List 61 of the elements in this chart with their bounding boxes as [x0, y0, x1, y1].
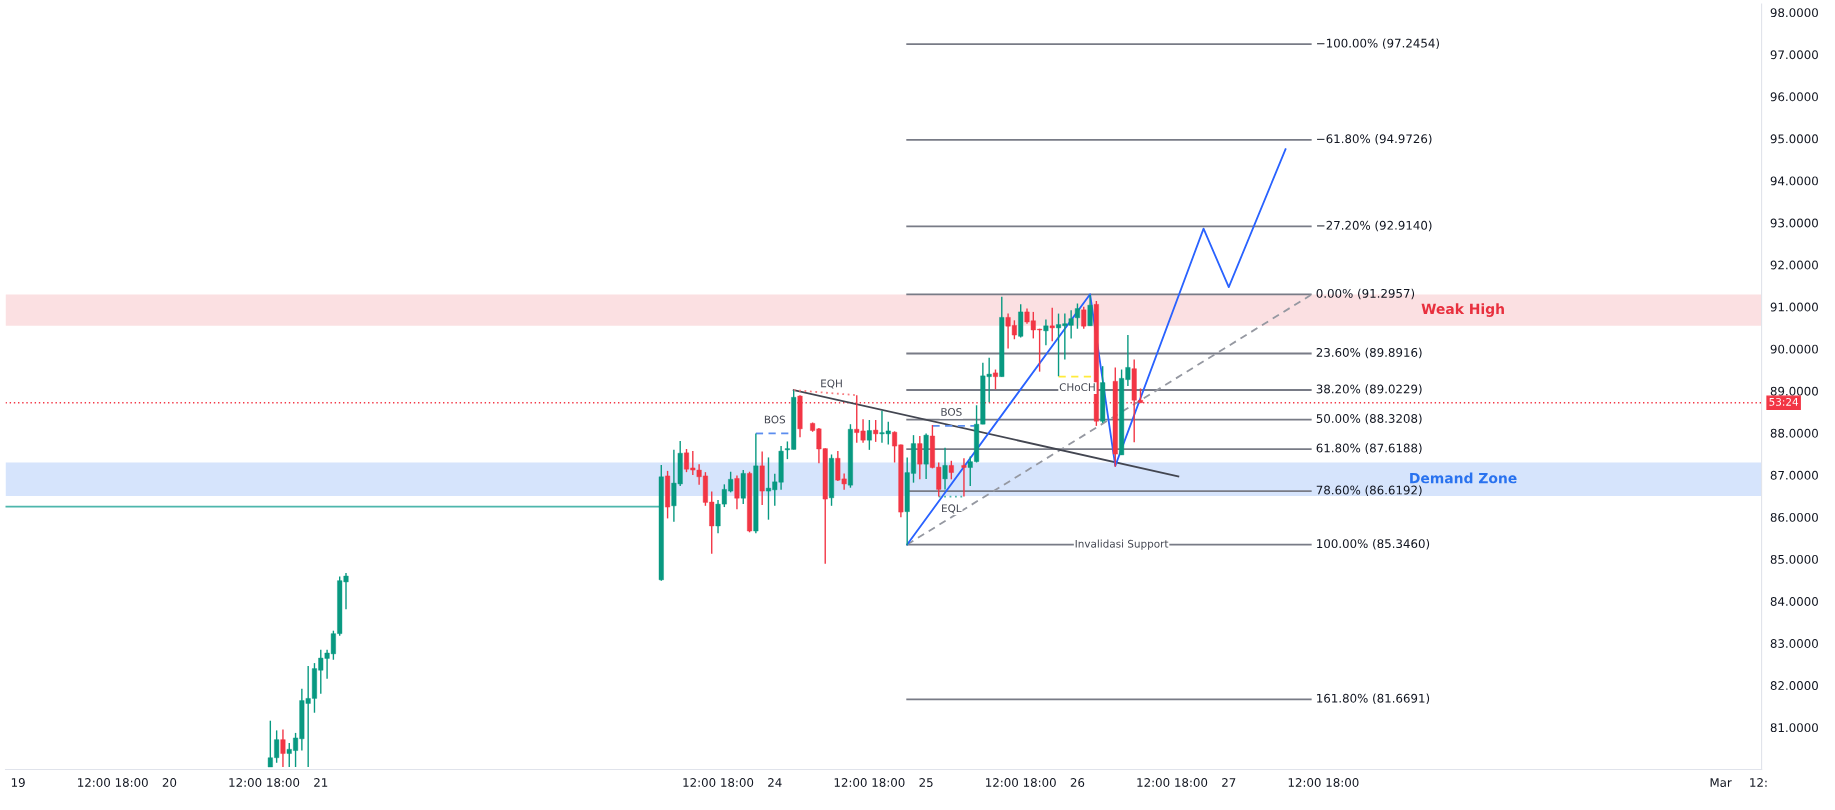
y-tick-label: 90.0000	[1770, 344, 1818, 354]
y-tick-label: 88.0000	[1770, 428, 1818, 438]
x-tick-label: 18:00	[1175, 778, 1208, 787]
x-tick-label: 20	[162, 778, 177, 787]
x-tick-label: 12:00	[834, 778, 867, 787]
y-tick-label: 81.0000	[1770, 723, 1818, 733]
series-label: −61.80% (94.9726)	[1317, 134, 1432, 145]
x-tick-label: 12:	[1750, 778, 1767, 787]
y-tick-label: 83.0000	[1770, 639, 1818, 648]
band-label: Weak High	[1421, 303, 1504, 317]
x-tick-label: 12:00	[229, 778, 262, 787]
x-tick-label: 24	[768, 778, 782, 787]
y-tick-label: 86.0000	[1770, 512, 1818, 522]
y-tick-label: 82.0000	[1770, 681, 1818, 691]
annotation: EQL	[942, 504, 962, 514]
series-label: 50.00% (88.3208)	[1316, 413, 1422, 425]
x-tick-label: 26	[1070, 778, 1085, 787]
x-tick-label: Mar	[1710, 778, 1732, 787]
text: 53:24	[1769, 397, 1799, 406]
x-tick-label: 21	[314, 778, 328, 787]
x-tick-label: 12:00	[78, 778, 111, 787]
x-tick-label: 18:00	[1326, 778, 1359, 787]
x-tick-label: 12:00	[986, 778, 1019, 787]
x-tick-label: 19	[11, 778, 25, 787]
annotation: Invalidasi Support	[1075, 539, 1169, 550]
y-tick-label: 94.0000	[1770, 176, 1818, 186]
y-tick-label: 84.0000	[1770, 596, 1818, 606]
series-label: 100.00% (85.3460)	[1317, 538, 1430, 550]
series-label: −100.00% (97.2454)	[1317, 38, 1439, 50]
x-tick-label: 25	[919, 778, 933, 787]
series-label: 23.60% (89.8916)	[1316, 347, 1422, 359]
x-tick-label: 18:00	[115, 778, 148, 787]
series-label: 38.20% (89.0229)	[1316, 384, 1422, 395]
annotation: BOS	[764, 415, 786, 424]
x-tick-label: 18:00	[721, 778, 754, 787]
y-tick-label: 91.0000	[1770, 302, 1818, 312]
x-tick-label: 18:00	[872, 778, 905, 787]
x-tick-label: 12:00	[1137, 778, 1170, 787]
series-label: 0.00% (91.2957)	[1316, 288, 1415, 300]
y-tick-label: 89.0000	[1770, 386, 1818, 396]
y-tick-label: 96.0000	[1770, 92, 1818, 102]
series-label: 161.80% (81.6691)	[1317, 693, 1430, 705]
y-tick-label: 87.0000	[1770, 470, 1818, 480]
series-label: 78.60% (86.6192)	[1316, 485, 1422, 496]
y-tick-label: 97.0000	[1770, 50, 1818, 60]
y-tick-label: 98.0000	[1770, 8, 1818, 18]
annotation: CHoCH	[1059, 383, 1095, 392]
series-label: −27.20% (92.9140)	[1317, 220, 1432, 232]
x-tick-label: 12:00	[683, 778, 716, 787]
x-tick-label: 18:00	[1023, 778, 1056, 787]
annotation: BOS	[941, 407, 962, 416]
y-tick-label: 92.0000	[1770, 260, 1818, 270]
x-tick-label: 12:00	[1288, 778, 1321, 787]
x-tick-label: 18:00	[267, 778, 300, 787]
annotation: EQH	[821, 379, 842, 389]
x-tick-label: 27	[1222, 778, 1236, 787]
y-tick-label: 93.0000	[1770, 218, 1818, 228]
band-label: Demand Zone	[1410, 472, 1517, 484]
y-tick-label: 85.0000	[1770, 554, 1818, 564]
series-label: 61.80% (87.6188)	[1316, 443, 1422, 454]
y-tick-label: 95.0000	[1770, 134, 1818, 144]
